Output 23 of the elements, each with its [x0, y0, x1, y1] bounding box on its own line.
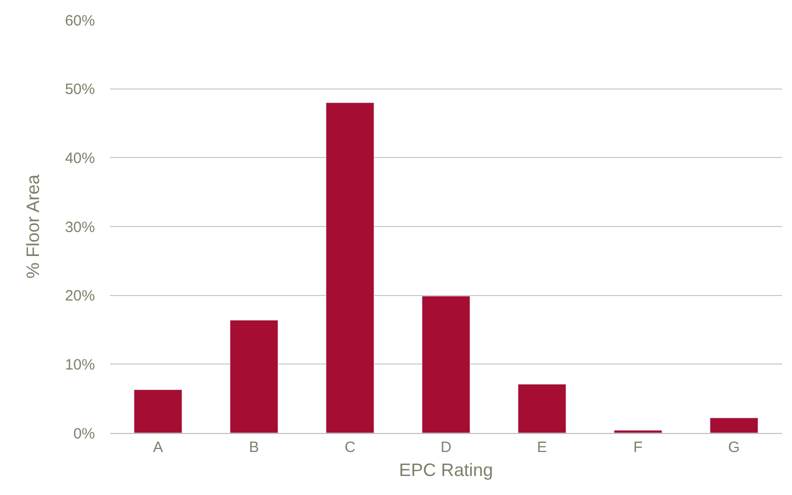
y-tick-label: 60% [64, 12, 95, 30]
x-tick-label: G [728, 439, 740, 456]
x-tick-label: B [248, 439, 260, 456]
y-tick-label: 0% [73, 425, 95, 442]
bar [134, 389, 182, 433]
y-axis-title: % Floor Area [23, 173, 44, 279]
x-tick-label: C [344, 439, 356, 456]
bar [614, 430, 662, 433]
x-tick-label: D [440, 439, 452, 456]
x-tick-label: A [152, 439, 164, 456]
y-tick-label: 40% [64, 150, 95, 167]
x-tick-label: F [633, 439, 643, 456]
bar [326, 102, 374, 433]
x-axis-title: EPC Rating [398, 460, 494, 480]
y-tick-label: 20% [64, 288, 95, 305]
x-tick-label: E [536, 439, 548, 456]
bar [422, 296, 470, 433]
bar [518, 384, 566, 433]
y-tick-label: 50% [64, 81, 95, 98]
y-tick-label: 30% [64, 218, 95, 236]
bar [230, 320, 278, 433]
y-tick-label: 10% [64, 356, 95, 374]
bar [710, 418, 758, 433]
